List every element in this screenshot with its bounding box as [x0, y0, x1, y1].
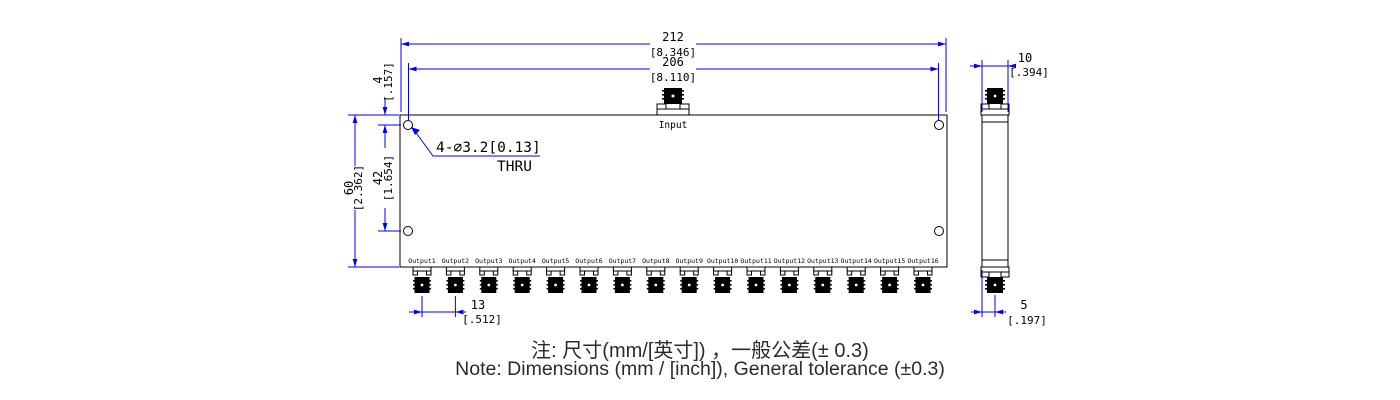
front-body [399, 114, 948, 268]
hole-callout: 4-∅3.2[0.13] THRU [411, 127, 541, 175]
dim-text: 206 [662, 55, 684, 69]
dim-side-width: 10 [.394] [970, 51, 1049, 112]
output-label: Output7 [609, 257, 636, 265]
hole-callout-thru: THRU [497, 159, 532, 175]
output-connector: Output3 [475, 257, 503, 293]
output-label: Output2 [442, 257, 469, 265]
front-view: Input Output1 Output2 Output3 Output4 Output… [399, 88, 948, 293]
output-label: Output1 [408, 257, 435, 265]
output-connector: Output10 [707, 257, 738, 293]
dim-text: [8.110] [650, 71, 696, 84]
dim-width-overall: 212 [8.346] [400, 30, 947, 112]
mounting-hole-top-left [403, 120, 413, 130]
output-connectors: Output1 Output2 Output3 Output4 Output5 Outpu… [408, 257, 939, 293]
dim-text: [.197] [1007, 314, 1047, 327]
output-label: Output16 [907, 257, 938, 265]
output-label: Output4 [508, 257, 535, 265]
output-connector: Output9 [675, 257, 703, 293]
output-label: Output9 [675, 257, 702, 265]
dim-text: [.394] [1009, 66, 1049, 79]
output-label: Output5 [542, 257, 569, 265]
output-label: Output11 [740, 257, 771, 265]
note-chinese: 注: 尺寸(mm/[英寸]) ，一般公差(± 0.3) [531, 340, 869, 362]
hole-callout-spec: 4-∅3.2[0.13] [436, 140, 541, 156]
dim-text: 42 [371, 171, 385, 185]
dim-hole-vertical-span: 42 [1.654] [371, 124, 401, 232]
side-bottom-connector [980, 266, 1010, 293]
dim-width-hole-span: 206 [8.110] [408, 55, 939, 120]
note-english: Note: Dimensions (mm / [inch]), General … [455, 358, 945, 380]
output-connector: Output11 [740, 257, 772, 293]
dim-text: [8.346] [650, 46, 696, 59]
output-connector: Output6 [575, 257, 603, 293]
output-label: Output10 [707, 257, 738, 265]
output-connector: Output4 [508, 257, 536, 293]
dim-side-connector-offset: 5 [.197] [971, 270, 1047, 327]
side-top-connector [980, 88, 1010, 116]
output-label: Output6 [575, 257, 602, 265]
output-connector: Output16 [907, 257, 939, 293]
output-connector: Output14 [841, 257, 872, 293]
side-body [981, 114, 1009, 268]
output-label: Output12 [774, 257, 805, 265]
side-view [980, 88, 1010, 293]
dim-text: [1.654] [382, 155, 395, 201]
output-connector: Output5 [542, 257, 569, 293]
output-connector: Output15 [874, 257, 905, 293]
dim-height-overall: 60 [2.362] [342, 114, 399, 268]
output-connector: Output7 [609, 257, 636, 293]
mounting-hole-bottom-right [934, 226, 944, 236]
dim-text: [2.362] [352, 165, 365, 211]
dim-text: 5 [1020, 298, 1027, 312]
output-connector: Output2 [442, 257, 469, 293]
dim-text: 4 [371, 76, 385, 83]
output-label: Output13 [807, 257, 838, 265]
output-label: Output8 [642, 257, 669, 265]
input-label: Input [659, 120, 688, 131]
dim-text: [.157] [382, 62, 395, 102]
output-connector: Output8 [642, 257, 670, 293]
output-connector: Output13 [807, 257, 839, 293]
output-connector: Output1 [408, 257, 436, 293]
output-label: Output15 [874, 257, 905, 265]
output-label: Output14 [841, 257, 872, 265]
dim-text: 10 [1018, 51, 1032, 65]
dim-output-spacing: 13 [.512] [409, 296, 502, 326]
mounting-hole-bottom-left [403, 226, 413, 236]
input-connector [656, 88, 690, 116]
output-label: Output3 [475, 257, 502, 265]
dim-text: 13 [471, 298, 485, 312]
dim-text: 212 [662, 30, 684, 44]
dim-text: [.512] [462, 313, 502, 326]
dim-text: 60 [342, 181, 356, 195]
dim-hole-top-offset: 4 [.157] [371, 62, 395, 115]
mounting-hole-top-right [934, 120, 944, 130]
output-connector: Output12 [774, 257, 805, 293]
